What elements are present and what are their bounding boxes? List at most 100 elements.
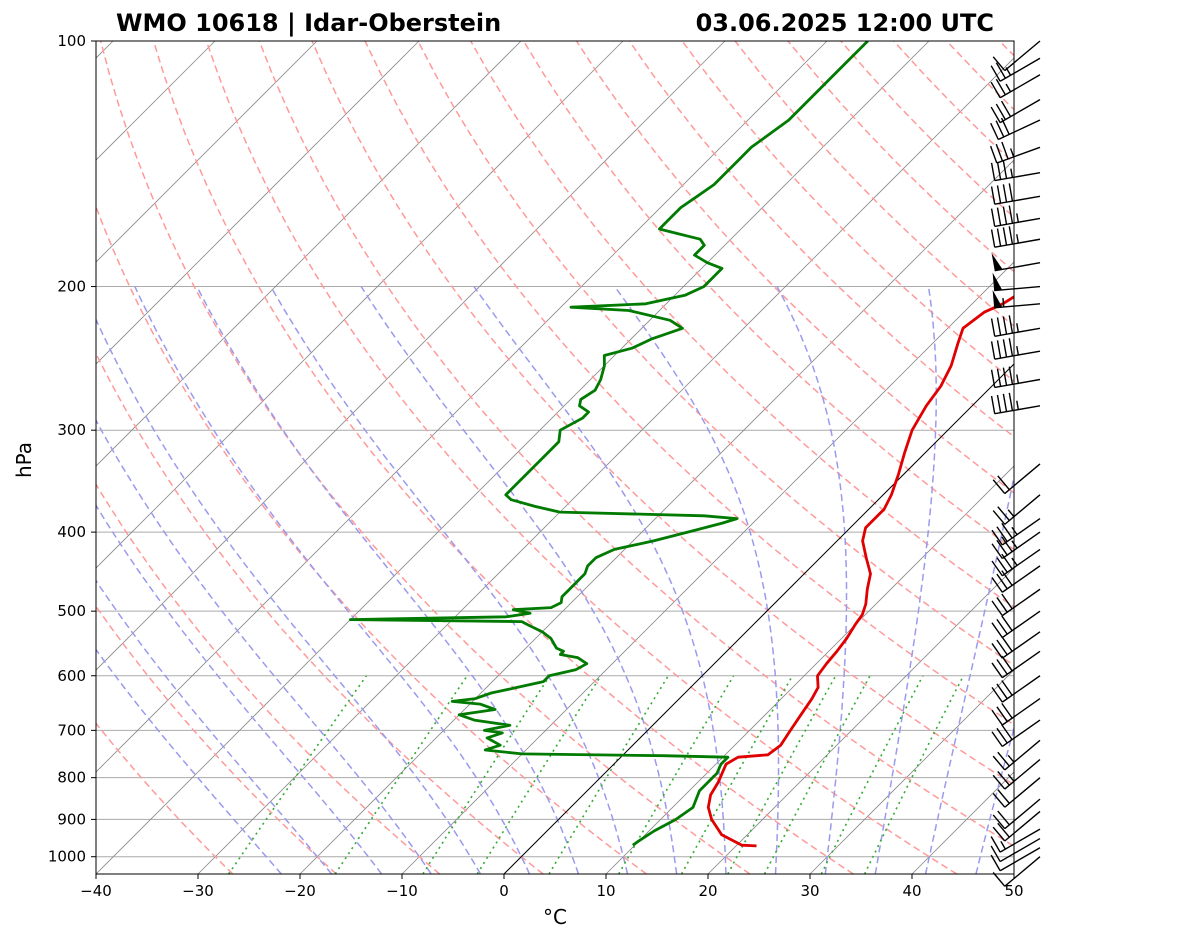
isotherm-line <box>96 41 624 569</box>
wind-barb <box>992 856 1041 887</box>
wind-barb <box>991 517 1041 546</box>
zero-isotherm <box>503 363 1014 874</box>
wind-barb <box>990 99 1041 124</box>
isotherm-line <box>707 567 1014 874</box>
wind-barb <box>990 847 1041 872</box>
sounding-profiles <box>349 41 1014 848</box>
isotherm-line <box>96 41 930 874</box>
wind-barb <box>992 777 1041 808</box>
moist-adiabat <box>96 648 282 874</box>
moist-adiabat <box>96 579 333 874</box>
wind-barb <box>991 650 1041 679</box>
x-tick-label: 10 <box>596 882 615 900</box>
x-tick-label: −30 <box>182 882 214 900</box>
moist-adiabat-lines <box>96 286 1014 874</box>
y-tick-label: 300 <box>57 421 86 439</box>
moist-adiabat <box>473 286 727 874</box>
x-tick-label: −20 <box>284 882 316 900</box>
dry-adiabat <box>311 41 1014 786</box>
dry-adiabat <box>96 352 544 874</box>
x-axis-ticks: −40 −30 −20 −10 0 10 20 30 40 50 <box>80 874 1024 900</box>
temperature-line <box>706 295 1014 848</box>
dewpoint-line <box>349 41 869 847</box>
wind-barb <box>990 392 1041 415</box>
moist-adiabat <box>874 286 938 874</box>
y-tick-label: 100 <box>57 32 86 50</box>
chart-title-datetime: 03.06.2025 12:00 UTC <box>696 9 994 37</box>
moist-adiabat <box>134 286 531 874</box>
isotherm-line <box>809 669 1014 874</box>
wind-barb <box>990 183 1041 205</box>
dry-adiabat <box>417 41 1014 667</box>
wind-barb <box>992 40 1041 72</box>
mixing-ratio-lines <box>227 675 965 874</box>
isotherm-line <box>96 41 726 671</box>
isotherm-line <box>401 261 1014 874</box>
dry-adiabat <box>628 41 1014 438</box>
dry-adiabat <box>681 41 1014 383</box>
y-tick-label: 200 <box>57 278 86 296</box>
y-tick-label: 1000 <box>48 848 86 866</box>
x-tick-label: −40 <box>80 882 112 900</box>
mixing-ratio-line <box>334 675 468 874</box>
wind-barb <box>992 289 1041 309</box>
wind-barb <box>991 253 1041 272</box>
wind-barb <box>990 338 1041 360</box>
dry-adiabat-lines <box>96 41 1014 874</box>
moist-adiabat <box>924 473 1014 874</box>
wind-barb <box>992 758 1041 790</box>
moist-adiabat <box>96 317 482 874</box>
isotherm-line <box>197 57 1014 874</box>
wind-barb <box>990 160 1041 182</box>
wind-barb <box>991 531 1041 560</box>
wind-barb <box>992 494 1041 525</box>
plot-frame <box>95 40 1015 875</box>
chart-title-station: WMO 10618 | Idar-Oberstein <box>116 9 501 37</box>
wind-barbs <box>989 40 1041 887</box>
wind-barb <box>992 272 1041 292</box>
wind-barb <box>990 205 1041 228</box>
isotherm-line <box>96 41 420 365</box>
wind-barb <box>990 315 1041 337</box>
mixing-ratio-line <box>227 675 368 874</box>
wind-barb <box>991 548 1041 577</box>
y-tick-label: 600 <box>57 667 86 685</box>
y-tick-label: 500 <box>57 602 86 620</box>
x-tick-label: 30 <box>800 882 819 900</box>
moist-adiabat <box>270 286 629 874</box>
mixing-ratio-line <box>548 675 669 874</box>
y-axis-label: hPa <box>12 442 36 478</box>
wind-barb <box>991 588 1041 617</box>
mixing-ratio-line <box>476 675 602 874</box>
x-tick-label: 0 <box>499 882 509 900</box>
mixing-ratio-line <box>820 675 924 874</box>
dry-adiabat <box>470 41 1014 608</box>
x-tick-label: −10 <box>386 882 418 900</box>
dry-adiabat <box>96 204 647 874</box>
y-tick-label: 900 <box>57 810 86 828</box>
x-tick-label: 50 <box>1004 882 1023 900</box>
wind-barb <box>992 739 1041 771</box>
dry-adiabat <box>258 41 1014 848</box>
y-tick-label: 800 <box>57 769 86 787</box>
mixing-ratio-line <box>680 675 794 874</box>
moist-adiabat <box>360 286 678 874</box>
wind-barb <box>991 631 1041 659</box>
dry-adiabat <box>96 722 234 874</box>
wind-barb <box>992 463 1041 495</box>
mixing-ratio-line <box>727 675 837 874</box>
moist-adiabat <box>196 286 580 874</box>
moist-adiabat <box>776 286 848 874</box>
isotherm-line <box>605 465 1014 874</box>
wind-barb <box>990 366 1041 389</box>
wind-barb <box>990 74 1041 99</box>
x-tick-label: 20 <box>698 882 717 900</box>
wind-barb <box>989 141 1041 164</box>
wind-barb <box>992 810 1041 842</box>
wind-barb <box>991 610 1041 639</box>
isotherm-line <box>96 41 318 263</box>
isotherm-line <box>96 41 828 773</box>
wind-barb <box>991 698 1041 726</box>
mixing-ratio-line <box>618 675 735 874</box>
